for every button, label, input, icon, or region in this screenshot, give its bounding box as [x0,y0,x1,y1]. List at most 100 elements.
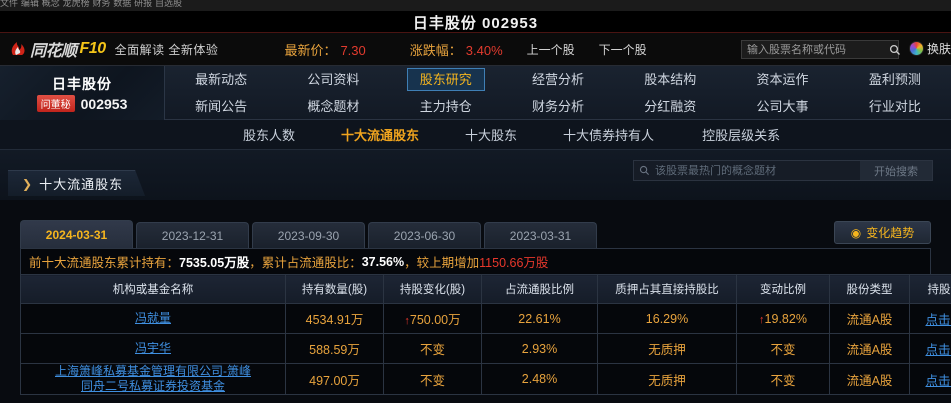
holder-pledge: 16.29% [597,303,737,334]
holder-detail-cell: 点击查看 [909,303,951,334]
trend-chart-button[interactable]: ◉ 变化趋势 [834,221,931,244]
nav-item-equity-structure[interactable]: 股本结构 [644,72,697,87]
holder-pledge: 无质押 [597,333,737,364]
holder-quantity: 4534.91万 [285,303,384,334]
latest-price-group: 最新价： 7.30 [284,40,365,59]
nav-item-company-events[interactable]: 公司大事 [756,99,809,114]
stock-code: 002953 [80,95,128,112]
period-tab-2023-03-31[interactable]: 2023-03-31 [484,222,597,248]
holder-ratio: 2.48% [481,363,598,395]
holder-name-cell: 冯就量 [20,303,286,334]
sub-nav: 股东人数 十大流通股东 十大股东 十大债券持有人 控股层级关系 [0,120,951,150]
logo-slogan: 全面解读 全新体验 [114,42,219,57]
stock-identity-panel: 日丰股份 问董秘 002953 [0,66,165,120]
col-header-delta: 变动比例 [736,274,830,304]
col-header-ratio: 占流通股比例 [481,274,598,304]
holder-name-link[interactable]: 冯就量 [134,311,171,325]
table-header-row: 机构或基金名称 持有数量(股) 持股变化(股) 占流通股比例 质押占其直接持股比… [20,274,951,304]
nav-item-concepts[interactable]: 概念题材 [307,99,360,114]
holder-delta-value: 19.82% [764,311,807,326]
section-header-tab: ❯ 十大流通股东 [8,170,145,196]
stock-code-row: 问董秘 002953 [36,95,128,112]
nav-item-company-profile[interactable]: 公司资料 [307,72,360,87]
brand-price-bar: 同花顺 F10 全面解读 全新体验 最新价： 7.30 涨跌幅： 3.40% 上… [0,33,951,66]
nav-item-shareholder-research[interactable]: 股东研究 [406,68,485,91]
change-pct-label: 涨跌幅： [409,42,462,58]
holder-share-type: 流通A股 [829,303,910,334]
nav-item-news-announcements[interactable]: 新闻公告 [195,99,248,114]
holder-name-link[interactable]: 冯宇华 [134,341,171,355]
holder-change-value: 750.00万 [409,313,461,327]
next-stock-link[interactable]: 下一个股 [598,42,647,57]
holdings-summary: 前十大流通股东累计持有： 7535.05万股 ，累计占流通股比： 37.56% ，较上… [20,248,931,274]
stock-search-box[interactable] [741,40,901,59]
stock-search-input[interactable] [742,43,889,56]
summary-total-shares: 7535.05万股 [179,256,250,270]
nav-item-industry-comparison[interactable]: 行业对比 [868,99,921,114]
nav-item-capital-operation[interactable]: 资本运作 [756,72,809,87]
play-circle-icon: ◉ [850,225,862,240]
period-tab-2023-12-31[interactable]: 2023-12-31 [136,222,249,248]
subnav-item-top10-bondholders[interactable]: 十大债券持有人 [563,128,655,143]
nav-item-dividends-financing[interactable]: 分红融资 [644,99,697,114]
nav-item-operation-analysis[interactable]: 经营分析 [531,72,584,87]
period-tabs: 2024-03-31 2023-12-31 2023-09-30 2023-06… [20,220,931,248]
skin-switcher[interactable]: 换肤 [908,40,951,57]
summary-part2: ，累计占流通股比： [249,256,362,270]
nav-item-financial-analysis[interactable]: 财务分析 [531,99,584,114]
summary-total-ratio: 37.56% [361,254,405,269]
arrow-up-icon: ↑ [404,315,410,327]
holder-name-link[interactable]: 上海箫峰私募基金管理有限公司-箫峰 [55,364,251,379]
period-tab-2024-03-31[interactable]: 2024-03-31 [20,220,133,248]
main-content: 2024-03-31 2023-12-31 2023-09-30 2023-06… [0,200,951,403]
holder-name-cell: 冯宇华 [20,333,286,364]
navigation-zone: 日丰股份 问董秘 002953 最新动态 公司资料 股东研究 经营分析 股本结构… [0,66,951,120]
top-tradable-holders-table: 机构或基金名称 持有数量(股) 持股变化(股) 占流通股比例 质押占其直接持股比… [20,274,951,395]
nav-item-latest[interactable]: 最新动态 [195,72,248,87]
holder-delta: ↑19.82% [736,303,830,334]
period-tab-2023-06-30[interactable]: 2023-06-30 [368,222,481,248]
section-title: 十大流通股东 [39,177,124,192]
holder-name-link-line2[interactable]: 同舟二号私募证券投资基金 [80,379,225,393]
skin-label[interactable]: 换肤 [926,42,951,56]
period-tab-2023-09-30[interactable]: 2023-09-30 [252,222,365,248]
concept-search-box[interactable]: 开始搜索 [633,160,933,181]
stock-name: 日丰股份 [52,76,112,92]
col-header-quantity: 持有数量(股) [285,274,384,304]
subnav-item-top10-shareholders[interactable]: 十大股东 [465,128,518,143]
holder-detail-cell: 点击查看 [909,333,951,364]
holder-pledge: 无质押 [597,363,737,395]
holder-name-cell: 上海箫峰私募基金管理有限公司-箫峰 同舟二号私募证券投资基金 [20,363,286,395]
col-header-name: 机构或基金名称 [20,274,286,304]
concept-search-input[interactable] [655,164,860,177]
holder-detail-link[interactable]: 点击查看 [925,313,951,327]
logo-text-f10: F10 [79,40,107,57]
subnav-item-top10-tradable[interactable]: 十大流通股东 [341,128,420,143]
nav-item-institutional-holdings[interactable]: 主力持仓 [419,99,472,114]
holder-detail-link[interactable]: 点击查看 [925,373,951,388]
change-pct-group: 涨跌幅： 3.40% [410,40,503,59]
search-icon[interactable] [889,41,901,58]
main-nav: 最新动态 公司资料 股东研究 经营分析 股本结构 资本运作 盈利预测 新闻公告 … [165,66,951,120]
browser-chrome-strip: 文件 编辑 概念 龙虎榜 财务 数据 研报 自选股 [0,0,951,11]
change-pct-value: 3.40% [465,42,503,58]
table-row: 上海箫峰私募基金管理有限公司-箫峰 同舟二号私募证券投资基金 497.00万 不… [20,363,951,395]
concept-search-button[interactable]: 开始搜索 [860,161,932,180]
table-row: 冯宇华 588.59万 不变 2.93% 无质押 不变 流通A股 点击查看 [20,333,951,364]
latest-price-label: 最新价： [284,42,337,58]
color-wheel-icon[interactable] [908,41,924,56]
prev-stock-link[interactable]: 上一个股 [526,42,575,57]
summary-part1: 前十大流通股东累计持有： [29,256,180,270]
subnav-item-shareholder-count[interactable]: 股东人数 [243,128,296,143]
holder-change: 不变 [383,333,482,364]
holder-ratio: 2.93% [481,333,598,364]
col-header-detail: 持股详情 [909,274,951,304]
trend-chart-label: 变化趋势 [866,226,915,240]
ask-secretary-badge[interactable]: 问董秘 [36,95,75,112]
holder-detail-link[interactable]: 点击查看 [925,343,951,357]
col-header-change: 持股变化(股) [383,274,482,304]
subnav-item-control-hierarchy[interactable]: 控股层级关系 [702,128,781,143]
summary-increase: 1150.66万股 [479,256,549,270]
arrow-up-icon: ↑ [759,313,765,326]
nav-item-profit-forecast[interactable]: 盈利预测 [868,72,921,87]
